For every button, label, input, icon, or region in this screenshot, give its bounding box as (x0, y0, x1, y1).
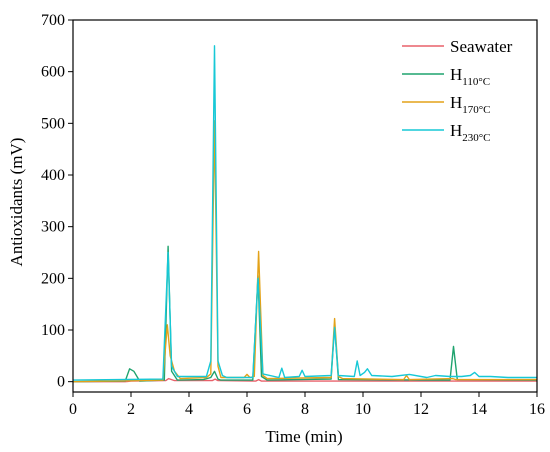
y-tick-label: 500 (41, 115, 65, 132)
y-axis: 0 100 200 300 400 500 600 700 (41, 12, 73, 391)
x-tick-label: 2 (127, 401, 135, 418)
legend-label-main: H (450, 65, 462, 84)
series-line-2 (72, 120, 537, 383)
legend-label-3: H230°C (450, 121, 491, 144)
series-line-1 (72, 245, 538, 383)
x-tick-label: 16 (529, 401, 545, 418)
series-layer (72, 45, 538, 383)
y-tick-label: 100 (41, 322, 65, 339)
series-line-3 (72, 45, 537, 381)
legend-label-subscript: 170°C (462, 104, 490, 116)
y-axis-title: Antioxidants (mV) (7, 138, 26, 267)
x-tick-label: 0 (69, 401, 77, 418)
y-tick-label: 600 (41, 64, 65, 81)
legend-label-main: Seawater (450, 37, 513, 56)
x-axis-title: Time (min) (265, 427, 342, 446)
y-tick-label: 0 (57, 374, 65, 391)
legend-label-1: H110°C (450, 65, 490, 88)
x-axis: 0 2 4 6 8 10 12 14 16 (69, 392, 545, 418)
legend-label-2: H170°C (450, 93, 491, 116)
y-tick-label: 300 (41, 219, 65, 236)
legend-label-subscript: 230°C (462, 132, 490, 144)
legend-label-main: H (450, 93, 462, 112)
x-tick-label: 10 (355, 401, 371, 418)
y-tick-label: 700 (41, 12, 65, 29)
x-tick-label: 14 (471, 401, 487, 418)
x-tick-label: 8 (301, 401, 309, 418)
y-tick-label: 200 (41, 270, 65, 287)
legend-label-0: Seawater (450, 37, 513, 56)
x-tick-label: 6 (243, 401, 251, 418)
legend-label-main: H (450, 121, 462, 140)
y-tick-label: 400 (41, 167, 65, 184)
x-tick-label: 4 (185, 401, 193, 418)
x-tick-label: 12 (413, 401, 429, 418)
legend-label-subscript: 110°C (462, 76, 490, 88)
